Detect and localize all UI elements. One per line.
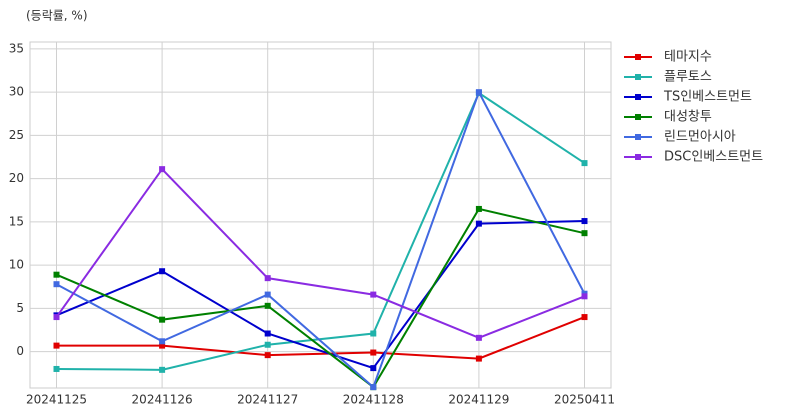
x-tick-label: 20241126 [132, 393, 193, 407]
point-marker [159, 268, 166, 275]
point-marker [581, 230, 588, 237]
y-tick-label: 10 [9, 258, 24, 272]
legend-label: 플루토스 [664, 70, 712, 85]
y-tick-label: 20 [9, 171, 24, 185]
point-marker [581, 160, 588, 167]
point-marker [264, 341, 271, 348]
x-tick-label: 20241125 [26, 393, 87, 407]
point-marker [264, 275, 271, 282]
series-line [56, 316, 585, 360]
x-tick-label: 20241128 [343, 393, 404, 407]
point-marker [370, 349, 377, 356]
series-line [55, 167, 585, 339]
point-marker [475, 334, 482, 341]
x-tick-label: 20250411 [554, 393, 615, 407]
point-marker [370, 384, 377, 391]
point-marker [475, 355, 482, 362]
series-line [56, 89, 586, 389]
series-line [56, 91, 586, 371]
point-marker [159, 316, 166, 323]
y-tick-label: 5 [16, 301, 24, 315]
y-tick-label: 25 [9, 128, 24, 142]
point-marker [159, 342, 166, 349]
point-marker [264, 291, 271, 298]
legend-label: 린드먼아시아 [664, 130, 736, 145]
legend-marker [635, 54, 641, 60]
chart-title: (등락률, %) [26, 9, 88, 23]
legend-marker [635, 114, 641, 120]
point-marker [53, 314, 60, 321]
point-marker [53, 281, 60, 288]
point-marker [581, 314, 588, 321]
point-marker [475, 89, 482, 96]
series-line [56, 220, 585, 370]
point-marker [159, 166, 166, 173]
point-marker [475, 220, 482, 227]
point-marker [370, 365, 377, 372]
point-marker [159, 338, 166, 345]
legend-marker [635, 74, 641, 80]
y-tick-label: 15 [9, 214, 24, 228]
legend-label: TS인베스트먼트 [663, 90, 752, 105]
point-marker [475, 205, 482, 212]
point-marker [53, 365, 60, 372]
x-tick-label: 20241127 [237, 393, 298, 407]
legend-marker [635, 154, 641, 160]
point-marker [264, 302, 271, 309]
point-marker [264, 330, 271, 337]
legend-marker [635, 94, 641, 100]
legend-label: DSC인베스트먼트 [664, 150, 763, 165]
x-tick-label: 20241129 [448, 393, 509, 407]
series-line [56, 207, 585, 389]
point-marker [581, 218, 588, 225]
point-marker [159, 366, 166, 373]
y-tick-label: 30 [9, 85, 24, 99]
y-tick-label: 35 [9, 41, 24, 55]
y-tick-label: 0 [16, 344, 24, 358]
point-marker [581, 293, 588, 300]
point-marker [264, 352, 271, 359]
legend-label: 테마지수 [664, 50, 712, 65]
plot-area [29, 41, 612, 389]
point-marker [53, 342, 60, 349]
legend-label: 대성창투 [664, 110, 712, 125]
point-marker [370, 330, 377, 337]
legend-marker [635, 134, 641, 140]
point-marker [53, 271, 60, 278]
point-marker [370, 291, 377, 298]
